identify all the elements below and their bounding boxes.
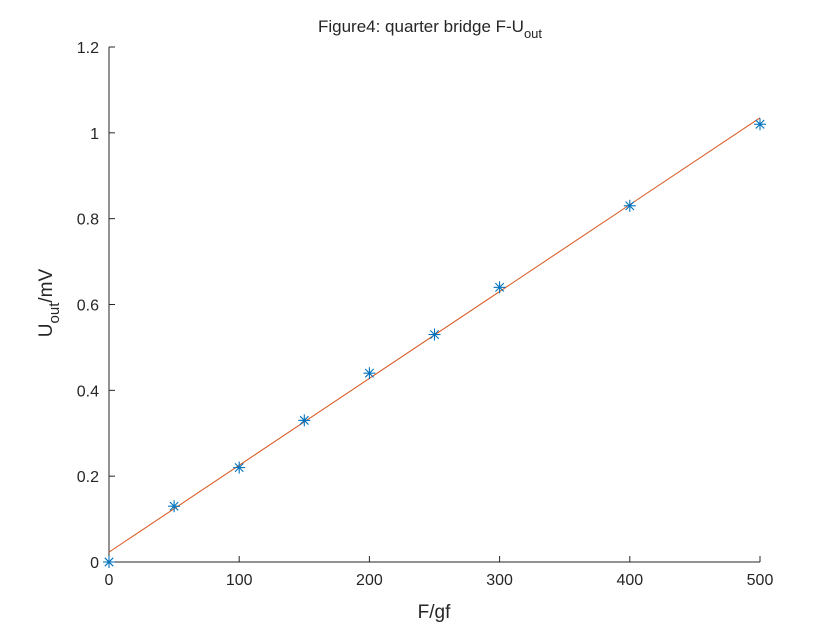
x-tick-label: 500 [747,572,774,589]
y-tick-label: 1.2 [77,40,99,57]
y-tick-label: 0.4 [77,383,99,400]
data-point [298,414,311,427]
data-point [493,281,506,294]
y-tick-label: 0.2 [77,469,99,486]
chart-title-subscript: out [524,26,542,41]
data-point [233,461,246,474]
x-ticks: 0 100 200 300 400 500 [105,556,774,589]
x-tick-label: 0 [105,572,114,589]
y-axis-label-subscript: out [46,302,63,324]
y-tick-label: 0.6 [77,298,99,315]
x-tick-label: 400 [616,572,643,589]
data-point [103,556,115,568]
x-axis: 0 100 200 300 400 500 [105,556,774,589]
chart-title-main: Figure4: quarter bridge F-U [318,17,524,36]
x-tick-label: 300 [486,572,513,589]
chart-title: Figure4: quarter bridge F-Uout [318,17,542,41]
y-axis: 0 0.2 0.4 0.6 0.8 1 1.2 [77,40,115,572]
x-tick-label: 200 [356,572,383,589]
y-tick-label: 1 [90,126,99,143]
y-tick-label: 0.8 [77,212,99,229]
data-point [428,328,441,341]
x-tick-label: 100 [226,572,253,589]
data-point [168,500,181,513]
data-point [623,199,636,212]
y-axis-label-main: U [36,323,57,337]
x-axis-label: F/gf [418,602,451,623]
plot-area [103,117,766,568]
y-axis-label-unit: /mV [36,268,57,302]
y-ticks: 0 0.2 0.4 0.6 0.8 1 1.2 [77,40,115,572]
y-axis-label: Uout/mV [36,268,63,337]
y-tick-label: 0 [90,555,99,572]
data-point [754,118,766,131]
data-point [363,367,376,380]
